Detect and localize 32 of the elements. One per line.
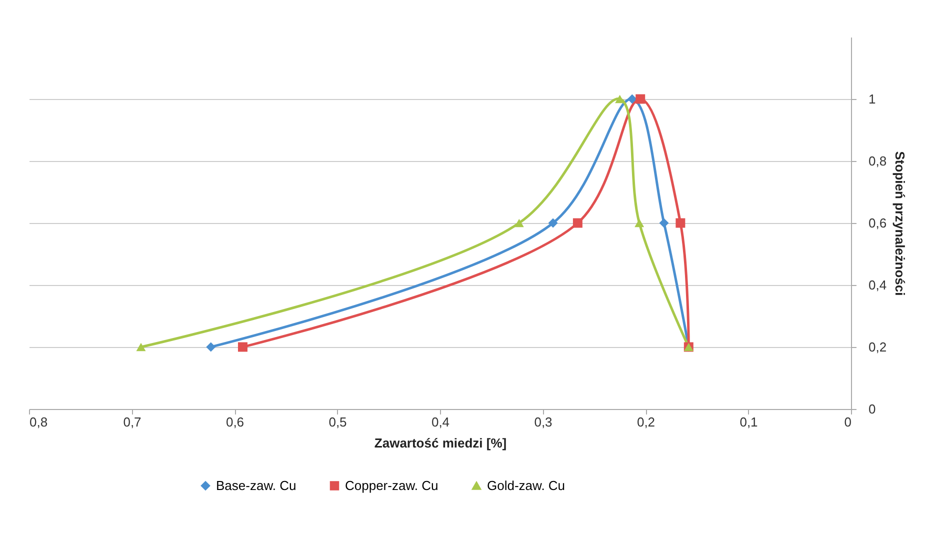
point <box>548 218 558 228</box>
point <box>206 342 216 352</box>
x-tick-label: 0,5 <box>328 414 347 430</box>
point <box>636 94 646 104</box>
legend-label: Copper-zaw. Cu <box>345 478 438 493</box>
x-axis-title: Zawartość miedzi [%] <box>374 436 507 450</box>
x-tick-label: 0,6 <box>226 414 244 430</box>
x-tick-label: 0,4 <box>431 414 450 430</box>
point <box>572 218 582 228</box>
y-tick-label: 1 <box>868 92 876 106</box>
y-tick-label: 0,6 <box>868 216 887 230</box>
legend-label: Base-zaw. Cu <box>216 478 296 493</box>
y-tick-label: 0,8 <box>868 154 887 168</box>
point <box>634 218 644 228</box>
y-tick-label: 0,2 <box>868 340 887 354</box>
y-tick-label: 0,4 <box>868 278 887 292</box>
point <box>238 342 248 352</box>
point <box>136 342 146 352</box>
y-axis-title: Stopień przynależności <box>892 151 908 296</box>
point <box>659 218 669 228</box>
point <box>514 218 524 228</box>
x-tick-label: 0 <box>844 414 852 430</box>
point <box>615 94 625 104</box>
point <box>676 218 686 228</box>
y-tick-label: 0 <box>868 402 876 416</box>
x-tick-label: 0,3 <box>534 414 552 430</box>
x-tick-label: 0,1 <box>740 414 758 430</box>
point <box>627 94 637 104</box>
x-tick-label: 0,7 <box>123 414 142 430</box>
x-tick-label: 0,2 <box>636 414 656 430</box>
legend-label: Gold-zaw. Cu <box>487 478 566 493</box>
x-tick-label: 0,8 <box>30 414 48 430</box>
